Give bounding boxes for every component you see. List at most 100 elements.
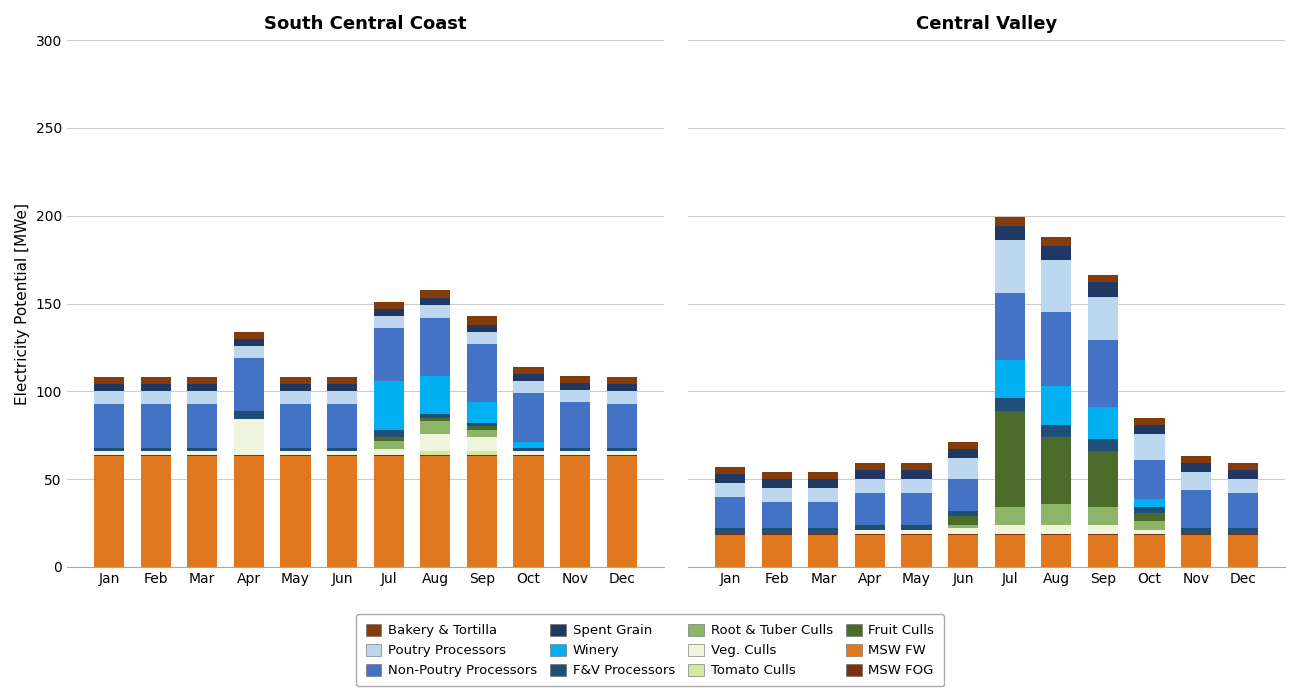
Bar: [420, 414, 450, 418]
Bar: [420, 418, 450, 421]
Bar: [187, 404, 217, 447]
Bar: [187, 384, 217, 391]
Bar: [94, 447, 125, 451]
Bar: [948, 525, 979, 528]
Bar: [1180, 536, 1212, 567]
Bar: [1135, 425, 1165, 433]
Bar: [1227, 470, 1258, 480]
Bar: [1227, 480, 1258, 494]
Bar: [1180, 456, 1212, 463]
Bar: [901, 536, 932, 567]
Bar: [420, 456, 450, 567]
Bar: [281, 391, 311, 404]
Bar: [94, 454, 125, 456]
Bar: [94, 451, 125, 454]
Bar: [560, 454, 590, 456]
Bar: [855, 480, 885, 494]
Bar: [901, 530, 932, 533]
Bar: [901, 525, 932, 530]
Bar: [855, 536, 885, 567]
Bar: [467, 344, 497, 402]
Bar: [140, 447, 170, 451]
Bar: [1041, 536, 1071, 567]
Bar: [373, 449, 404, 454]
Bar: [420, 290, 450, 298]
Bar: [514, 367, 543, 374]
Bar: [1088, 276, 1118, 283]
Bar: [467, 423, 497, 426]
Bar: [373, 430, 404, 437]
Bar: [187, 377, 217, 384]
Bar: [281, 377, 311, 384]
Bar: [809, 488, 838, 502]
Bar: [855, 525, 885, 530]
Bar: [281, 384, 311, 391]
Bar: [373, 454, 404, 456]
Bar: [948, 528, 979, 533]
Bar: [994, 508, 1024, 525]
Bar: [1088, 283, 1118, 297]
Bar: [514, 393, 543, 442]
Bar: [1041, 425, 1071, 437]
Bar: [809, 528, 838, 533]
Bar: [715, 536, 745, 567]
Bar: [187, 391, 217, 404]
Bar: [467, 332, 497, 344]
Bar: [1135, 433, 1165, 460]
Bar: [326, 391, 358, 404]
Bar: [1041, 312, 1071, 386]
Bar: [1135, 536, 1165, 567]
Bar: [1088, 533, 1118, 536]
Bar: [855, 494, 885, 525]
Bar: [281, 447, 311, 451]
Bar: [715, 467, 745, 474]
Bar: [373, 328, 404, 381]
Bar: [901, 494, 932, 525]
Bar: [1041, 437, 1071, 504]
Bar: [94, 404, 125, 447]
Bar: [187, 451, 217, 454]
Bar: [1180, 533, 1212, 536]
Bar: [855, 470, 885, 480]
Bar: [187, 447, 217, 451]
Bar: [762, 533, 792, 536]
Bar: [901, 470, 932, 480]
Title: Central Valley: Central Valley: [915, 15, 1057, 33]
Bar: [948, 511, 979, 516]
Bar: [1227, 463, 1258, 470]
Bar: [420, 421, 450, 433]
Bar: [994, 533, 1024, 536]
Bar: [234, 454, 264, 456]
Bar: [514, 447, 543, 451]
Bar: [281, 456, 311, 567]
Bar: [715, 497, 745, 528]
Bar: [607, 384, 637, 391]
Bar: [234, 358, 264, 411]
Bar: [762, 488, 792, 502]
Bar: [514, 381, 543, 393]
Bar: [1088, 536, 1118, 567]
Bar: [467, 316, 497, 325]
Y-axis label: Electricity Potential [MWe]: Electricity Potential [MWe]: [16, 202, 30, 405]
Bar: [762, 528, 792, 533]
Bar: [140, 404, 170, 447]
Bar: [94, 384, 125, 391]
Bar: [948, 442, 979, 449]
Bar: [467, 437, 497, 451]
Bar: [234, 346, 264, 358]
Bar: [1135, 508, 1165, 512]
Title: South Central Coast: South Central Coast: [264, 15, 467, 33]
Bar: [1180, 490, 1212, 528]
Bar: [420, 305, 450, 318]
Bar: [1227, 536, 1258, 567]
Bar: [1088, 297, 1118, 340]
Bar: [1135, 533, 1165, 536]
Bar: [326, 451, 358, 454]
Bar: [326, 447, 358, 451]
Bar: [994, 226, 1024, 240]
Bar: [994, 218, 1024, 226]
Bar: [1135, 418, 1165, 425]
Bar: [994, 240, 1024, 293]
Bar: [855, 463, 885, 470]
Bar: [373, 456, 404, 567]
